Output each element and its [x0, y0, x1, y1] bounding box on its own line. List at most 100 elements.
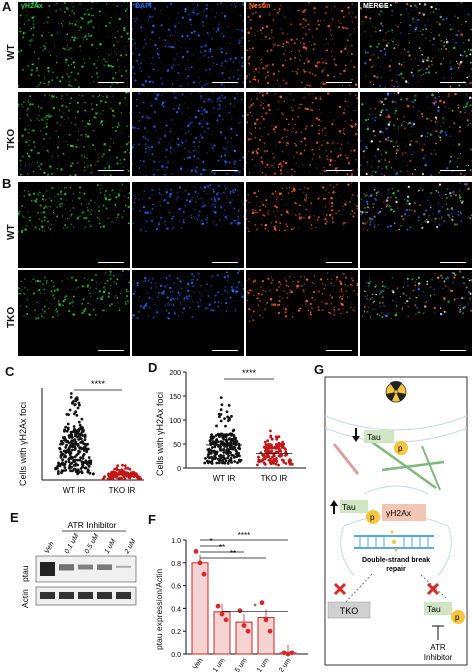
sig-label: ****	[238, 531, 250, 540]
row-label-wt-b: WT	[6, 224, 17, 240]
scale-bar	[98, 169, 124, 171]
diagram-g: Tau p Tau p γH2Ax Double-strand break re…	[324, 376, 468, 666]
western-bands	[40, 562, 131, 599]
data-point	[257, 460, 261, 464]
scale-bar	[326, 169, 352, 171]
data-point	[263, 457, 267, 461]
data-point	[74, 464, 77, 467]
data-point	[235, 452, 238, 456]
data-point	[65, 429, 69, 433]
data-point	[236, 461, 239, 465]
data-point	[228, 418, 231, 421]
data-point	[259, 600, 265, 606]
chart-d-tko-points	[206, 429, 294, 467]
chart-d-tick-label: 50	[173, 442, 181, 449]
chart-f-tick-label: 1.0	[171, 538, 181, 545]
micrograph-r4-merge-tile	[360, 270, 472, 356]
data-point	[77, 438, 80, 441]
data-point	[62, 469, 65, 473]
micrograph-r1-nestin-tile: Nestin	[246, 2, 358, 88]
data-point	[77, 471, 81, 474]
data-point	[279, 450, 283, 453]
data-point	[223, 617, 229, 623]
data-point	[61, 458, 64, 462]
chart-d-sig: ****	[242, 368, 257, 378]
data-point	[121, 463, 124, 467]
data-point	[82, 442, 86, 446]
data-point	[261, 458, 264, 462]
data-point	[69, 395, 73, 399]
tau-box-3	[424, 602, 452, 615]
data-point	[213, 454, 216, 458]
data-point	[207, 450, 211, 454]
data-point	[132, 470, 135, 474]
data-point	[113, 473, 117, 477]
tau-label-1: Tau	[367, 432, 381, 442]
repair-label: repair	[386, 566, 406, 573]
radiation-icon	[385, 381, 407, 403]
data-point	[228, 432, 232, 436]
chart-c-xlabel-tko: TKO IR	[109, 486, 136, 495]
data-point	[67, 413, 70, 416]
actin-band	[116, 592, 131, 599]
data-point	[222, 451, 226, 454]
data-point	[210, 433, 213, 437]
chart-c-wt-points	[54, 392, 95, 476]
data-point	[280, 446, 284, 449]
data-point	[228, 459, 231, 463]
inhibit-x-icon-left	[333, 582, 347, 596]
data-point	[284, 462, 288, 465]
data-point	[83, 435, 87, 439]
actin-band	[40, 592, 55, 599]
data-point	[238, 447, 242, 451]
data-point	[81, 433, 84, 437]
data-point	[218, 415, 221, 419]
chart-d-xlabel-wt: WT IR	[213, 474, 236, 483]
data-point	[208, 439, 212, 443]
atr-label-1: ATR	[430, 643, 446, 652]
channel-title-3: MERGE	[363, 3, 389, 10]
chart-d-tick-label: 200	[169, 370, 181, 377]
data-point	[270, 437, 274, 441]
data-point	[211, 442, 214, 445]
data-point	[263, 617, 269, 623]
micrograph-r3-merge-tile	[360, 182, 472, 268]
data-point	[78, 435, 81, 438]
data-point	[76, 406, 80, 410]
western-title: ATR Inhibitor	[68, 520, 117, 530]
data-point	[256, 463, 259, 467]
yh2ax-box	[382, 504, 426, 521]
data-point	[269, 434, 273, 438]
chart-f: ptau expression/Actin 0.0 0.2 0.4 0.6 0.8 1.0…	[154, 531, 308, 672]
atr-label-2: Inhibitor	[424, 653, 453, 662]
data-point	[233, 446, 237, 450]
data-point	[267, 628, 273, 634]
yh2ax-label: γH2Ax	[386, 508, 412, 518]
data-point	[219, 448, 222, 452]
data-point	[116, 464, 119, 468]
panel-b-letter: B	[2, 176, 12, 191]
data-point	[227, 404, 231, 407]
data-point	[75, 442, 78, 446]
scale-bar	[212, 81, 238, 83]
data-point	[77, 420, 81, 424]
data-point	[210, 446, 214, 449]
data-point	[80, 471, 84, 475]
data-point	[67, 446, 71, 450]
data-point	[102, 475, 106, 479]
data-point	[76, 429, 80, 433]
data-point	[214, 451, 217, 455]
data-point	[257, 455, 260, 459]
lane-label: 0.1 uM	[64, 533, 81, 555]
data-point	[206, 455, 210, 459]
data-point	[197, 560, 203, 566]
micrograph-r4-nestin-tile	[246, 270, 358, 356]
row-label-tko-b: TKO	[6, 306, 17, 328]
data-point	[114, 475, 118, 479]
micrograph-r2-h2ax-tile	[18, 92, 130, 176]
data-point	[59, 450, 63, 454]
panel-a-letter: A	[2, 0, 12, 14]
data-point	[211, 457, 214, 461]
data-point	[263, 440, 267, 444]
dsb-label: Double-strand break	[362, 557, 430, 564]
